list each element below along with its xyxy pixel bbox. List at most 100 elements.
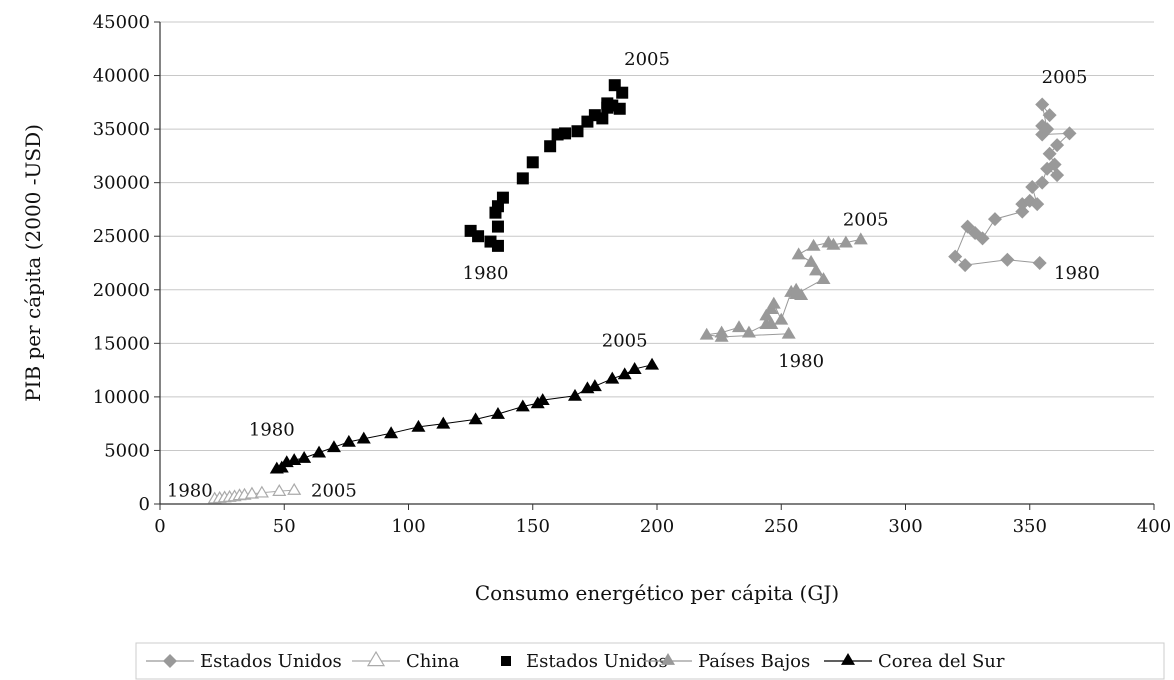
y-tick-label: 20000: [93, 280, 150, 301]
data-point: [617, 367, 632, 380]
data-point: [1032, 256, 1047, 270]
annotation-label: 2005: [624, 49, 670, 70]
y-tick-label: 10000: [93, 387, 150, 408]
x-tick-label: 0: [154, 516, 165, 537]
data-point: [596, 112, 609, 125]
data-point: [601, 97, 614, 110]
data-point: [781, 326, 796, 339]
legend-label: Países Bajos: [698, 651, 810, 672]
data-point: [272, 483, 287, 496]
data-point: [766, 296, 781, 309]
data-point: [1025, 179, 1040, 194]
data-point: [759, 308, 774, 321]
data-point: [484, 235, 497, 248]
x-tick-label: 150: [516, 516, 550, 537]
gridlines: [154, 21, 1154, 505]
annotation-label: 1980: [778, 351, 824, 372]
plot-area: [160, 22, 1154, 504]
y-tick-label: 0: [139, 494, 150, 515]
legend-item: Corea del Sur: [824, 651, 1005, 672]
series: [207, 482, 302, 504]
x-tick-label: 300: [888, 516, 922, 537]
data-point: [789, 287, 804, 299]
data-point: [791, 247, 806, 260]
data-point: [826, 237, 841, 250]
x-tick-label: 100: [391, 516, 425, 537]
data-point: [853, 232, 868, 245]
data-point: [774, 312, 789, 325]
annotation-label: 2005: [1042, 67, 1088, 88]
data-point: [312, 445, 327, 458]
series: [269, 357, 660, 474]
data-point: [411, 419, 426, 432]
data-point: [491, 220, 504, 233]
legend-item: China: [352, 650, 460, 672]
data-point: [567, 388, 582, 401]
data-point: [559, 127, 572, 140]
data-point: [516, 172, 529, 185]
data-point: [987, 212, 1002, 227]
data-point: [806, 238, 821, 251]
y-tick-label: 40000: [93, 66, 150, 87]
annotation-label: 2005: [843, 210, 889, 231]
x-tick-label: 250: [764, 516, 798, 537]
data-point: [613, 102, 626, 115]
data-point: [1035, 175, 1050, 190]
axes: [159, 22, 1155, 510]
data-point: [496, 191, 509, 204]
data-point: [741, 325, 756, 338]
annotation-label: 2005: [311, 481, 357, 502]
data-point: [1040, 122, 1055, 137]
series: [464, 79, 629, 252]
annotation-label: 1980: [249, 419, 295, 440]
data-point: [699, 327, 714, 340]
data-point: [1030, 197, 1045, 212]
data-point: [838, 235, 853, 248]
y-tick-label: 25000: [93, 226, 150, 247]
x-tick-labels: 0 50 100 150 200 250 300 350 400: [154, 516, 1171, 537]
data-point: [468, 412, 483, 425]
data-point: [490, 407, 505, 419]
data-point: [472, 230, 485, 243]
data-point: [1050, 168, 1065, 183]
data-point: [244, 486, 259, 499]
data-point: [1050, 138, 1065, 153]
x-tick-label: 50: [273, 516, 296, 537]
data-point: [571, 125, 584, 138]
y-tick-label: 5000: [104, 440, 150, 461]
y-axis-title: PIB per cápita (2000 -USD): [21, 124, 45, 402]
legend-item: Estados Unidos: [146, 651, 342, 672]
y-tick-labels: 0 5000 10000 15000 20000 25000 30000 35000 40000…: [93, 12, 150, 515]
data-point: [732, 320, 747, 333]
y-tick-label: 30000: [93, 173, 150, 194]
data-point: [661, 653, 675, 665]
data-point: [501, 656, 511, 666]
data-point: [975, 231, 990, 246]
data-point: [1035, 97, 1050, 112]
data-point: [1015, 204, 1030, 219]
annotations: 2005 1980 2005 1980 2005 1980 2005 1980 1980 2005: [167, 49, 1100, 502]
data-point: [326, 440, 341, 453]
data-point: [714, 325, 729, 338]
data-point: [535, 393, 550, 406]
data-point: [1047, 157, 1062, 172]
y-tick-label: 35000: [93, 119, 150, 140]
legend-item: Estados Unidos: [501, 651, 668, 672]
series-layer: [207, 79, 1077, 504]
data-point: [1035, 127, 1050, 142]
data-point: [356, 431, 371, 444]
x-tick-label: 350: [1013, 516, 1047, 537]
data-point: [436, 416, 451, 429]
x-axis-title: Consumo energético per cápita (GJ): [475, 581, 839, 605]
data-point: [816, 272, 831, 284]
legend-label: China: [406, 651, 460, 672]
legend: Estados Unidos China Estados Unidos Países …: [135, 642, 1165, 680]
data-point: [627, 362, 642, 374]
data-point: [764, 317, 779, 329]
data-point: [1042, 108, 1057, 123]
data-point: [616, 86, 629, 99]
series: [699, 232, 868, 342]
series: [948, 97, 1077, 273]
annotation-label: 1980: [1054, 263, 1100, 284]
